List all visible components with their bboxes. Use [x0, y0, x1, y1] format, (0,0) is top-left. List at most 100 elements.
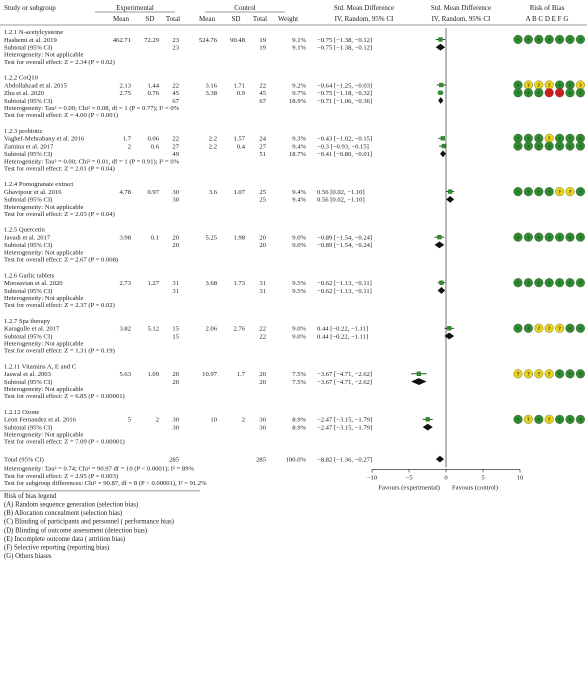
ctl-total: 24: [259, 136, 266, 143]
rob-symbol: +: [517, 91, 520, 97]
rob-symbol: -: [548, 91, 550, 97]
rob-symbol: ?: [558, 189, 561, 195]
study-name: Vaghef-Mehrabany et al. 2016: [4, 136, 85, 143]
legend-item: (E) Incomplete outcome data ( attrition …: [4, 536, 125, 543]
ctl-total: 19: [259, 37, 266, 44]
experimental-header: Experimental: [116, 4, 154, 12]
subtotal-exp-total: 49: [172, 151, 179, 158]
rob-circle: [523, 187, 533, 197]
rob-symbol: ?: [579, 83, 582, 89]
study-name: Hashemi et al. 2019: [4, 37, 57, 44]
ctl-sd: 1.73: [233, 280, 245, 287]
rob-circle: [523, 232, 533, 242]
exp-total: 22: [172, 82, 179, 89]
rob-symbol: +: [569, 91, 572, 97]
study-row: Zamina et al. 2017 2 0.6 27 2.2 0.4 27 9.4% −0.3…: [4, 141, 585, 151]
subgroup-differences-text: Test for subgroup differences: Chi² = 90…: [4, 480, 207, 487]
total-label: Total (95% CI): [4, 456, 44, 463]
subtotal-weight: 9.5%: [292, 288, 306, 295]
rob-symbol: +: [517, 144, 520, 150]
subtotal-label: Subtotal (95% CI): [4, 288, 52, 295]
subtotal-exp-total: 67: [172, 98, 179, 105]
study-row: Vaghef-Mehrabany et al. 2016 1.7 0.06 22 2.2…: [4, 133, 585, 143]
rob-symbol: +: [558, 372, 561, 378]
study-row: Hashemi et al. 2019 462.71 72.29 23 524.76 90…: [4, 34, 585, 44]
exp-sd: 1.44: [147, 82, 159, 89]
rob-symbol: +: [527, 189, 530, 195]
heterogeneity-text: Heterogeneity: Not applicable: [4, 52, 84, 59]
rob-circle: [555, 369, 565, 379]
ctl-mean: 2.2: [209, 143, 217, 150]
exp-total: 30: [172, 189, 179, 196]
rob-symbol: +: [558, 144, 561, 150]
subgroup: 1.2.3 probiotic Subtotal (95% CI) 49 51 18.7…: [4, 128, 446, 172]
rob-circle: [513, 414, 523, 424]
rob-symbol: ?: [538, 372, 541, 378]
rob-circle: [544, 34, 554, 44]
ctl-sd: 1.71: [233, 82, 245, 89]
rob-symbol: +: [517, 281, 520, 287]
legend-item: (A) Random sequence generation (selectio…: [4, 502, 138, 509]
rob-circle: [534, 323, 544, 333]
subtotal-exp-total: 30: [172, 197, 179, 204]
heterogeneity-text: Heterogeneity: Not applicable: [4, 295, 84, 302]
rob-legend: Risk of bias legend (A) Random sequence g…: [0, 490, 200, 560]
study-name: Moosavian et al. 2020: [4, 280, 63, 287]
rob-symbol: ?: [517, 372, 520, 378]
rob-circle: [534, 34, 544, 44]
subtotal-ci-text: −0.62 [−1.13, −0.11]: [317, 288, 372, 295]
ctl-sd: 1.57: [233, 136, 245, 143]
exp-sd: 72.29: [144, 37, 160, 44]
axis-tick-label: −10: [367, 474, 378, 481]
rob-symbol: ?: [527, 417, 530, 423]
exp-total: 45: [172, 90, 179, 97]
effect-marker: [438, 90, 443, 95]
subtotal-weight: 9.4%: [292, 197, 306, 204]
rob-symbol: +: [537, 91, 540, 97]
exp-sd: 1.09: [147, 371, 159, 378]
ctl-sd: 0.4: [237, 143, 246, 150]
subtotal-ci-text: −0.89 [−1.54, −0.24]: [317, 242, 372, 249]
subtotal-label: Subtotal (95% CI): [4, 379, 52, 386]
rob-circle: [523, 323, 533, 333]
axis-tick-label: 5: [481, 474, 485, 481]
subgroup-title: 1.2.6 Garlic tablets: [4, 272, 55, 279]
study-name: Jaswal et al. 2003: [4, 371, 52, 378]
rob-circle: [565, 414, 575, 424]
subtotal-ci-text: −0.71 [−1.06, −0.36]: [317, 98, 372, 105]
total-ci-text: −8.82 [−1.36, −0.27]: [317, 456, 372, 463]
rob-symbol: ?: [527, 83, 530, 89]
rob-circle: [513, 232, 523, 242]
rob-symbol: +: [579, 235, 582, 241]
subtotal-ctl-total: 30: [259, 424, 266, 431]
rob-symbol: ?: [548, 83, 551, 89]
subtotal-ci-text: −3.67 [−4.71, −2.62]: [317, 379, 372, 386]
weight: 7.5%: [292, 371, 306, 378]
rob-circle: [534, 369, 544, 379]
exp-sd: 2: [156, 417, 159, 424]
heterogeneity-text: Heterogeneity: Not applicable: [4, 432, 84, 439]
study-name: Javadi et al. 2017: [4, 234, 51, 241]
rob-symbol: +: [579, 326, 582, 332]
subtotal-weight: 8.9%: [292, 424, 306, 431]
legend-item: (G) Others biases: [4, 553, 52, 560]
axis-tick-label: 0: [444, 474, 448, 481]
rob-symbol: ?: [538, 83, 541, 89]
rob-circle: [534, 232, 544, 242]
exp-sd: 0.1: [151, 234, 159, 241]
rob-symbol: +: [527, 281, 530, 287]
exp-sd: 1.27: [147, 280, 159, 287]
rob-circle: [513, 187, 523, 197]
subtotal-diamond: [440, 150, 446, 158]
rob-symbol: +: [548, 281, 551, 287]
weight: 9.0%: [292, 326, 306, 333]
subtotal-weight: 9.0%: [292, 333, 306, 340]
ctl-sd: 0.9: [237, 90, 246, 97]
exp-mean: 5: [128, 417, 132, 424]
rob-symbol: +: [558, 83, 561, 89]
weight: 9.4%: [292, 189, 306, 196]
rob-symbol: +: [579, 91, 582, 97]
rob-symbol: +: [569, 144, 572, 150]
